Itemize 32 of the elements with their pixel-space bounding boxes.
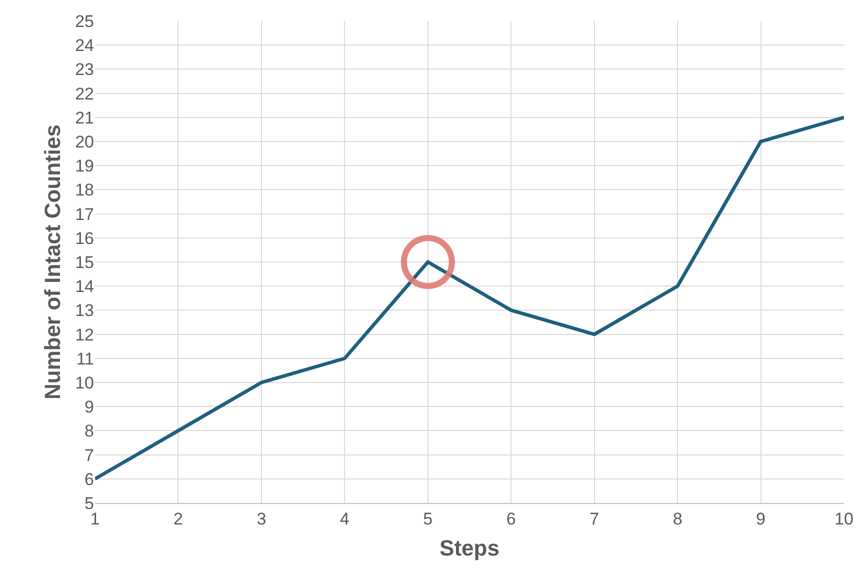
y-axis-title: Number of Intact Counties	[40, 124, 65, 400]
y-tick-label: 9	[84, 398, 94, 417]
y-tick-label: 21	[75, 108, 94, 128]
y-tick-label: 22	[75, 84, 94, 104]
y-tick-label: 6	[84, 470, 94, 489]
x-tick-label: 5	[423, 509, 433, 528]
x-tick-label: 3	[256, 509, 266, 528]
y-tick-label: 20	[75, 132, 94, 152]
y-tick-label: 15	[75, 252, 94, 272]
y-tick-label: 16	[75, 228, 94, 248]
y-tick-label: 18	[75, 180, 94, 200]
x-tick-label: 7	[590, 509, 600, 528]
y-tick-label: 23	[75, 60, 94, 80]
y-tick-label: 13	[75, 301, 94, 320]
x-tick-label: 4	[340, 509, 350, 528]
y-tick-label: 19	[75, 156, 94, 176]
y-tick-label: 12	[75, 325, 94, 344]
y-tick-label: 8	[84, 422, 94, 441]
y-tick-label: 24	[75, 36, 94, 56]
x-tick-label: 2	[173, 509, 183, 528]
x-tick-label: 10	[834, 509, 854, 528]
y-tick-label: 10	[75, 373, 94, 392]
y-tick-label: 14	[75, 277, 94, 296]
y-tick-label: 17	[75, 204, 94, 224]
y-tick-label: 11	[76, 349, 94, 368]
line-series	[95, 116, 844, 481]
x-axis-title: Steps	[440, 535, 500, 560]
x-tick-label: 9	[756, 509, 766, 528]
y-tick-label: 25	[75, 12, 94, 31]
x-tick-label: 6	[506, 509, 516, 528]
x-tick-label: 8	[672, 509, 682, 528]
y-tick-label: 7	[84, 446, 94, 465]
